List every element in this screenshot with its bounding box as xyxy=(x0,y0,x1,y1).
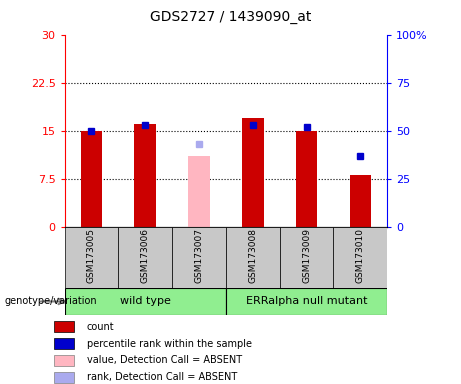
Text: wild type: wild type xyxy=(120,296,171,306)
Bar xyxy=(280,227,333,288)
Bar xyxy=(242,118,264,227)
Text: genotype/variation: genotype/variation xyxy=(5,296,97,306)
Text: percentile rank within the sample: percentile rank within the sample xyxy=(87,339,252,349)
Bar xyxy=(81,131,102,227)
Bar xyxy=(172,227,226,288)
Bar xyxy=(54,321,75,332)
Text: GSM173005: GSM173005 xyxy=(87,228,96,283)
Bar xyxy=(296,131,317,227)
Bar xyxy=(54,372,75,383)
Bar xyxy=(118,227,172,288)
Bar xyxy=(54,355,75,366)
Text: GDS2727 / 1439090_at: GDS2727 / 1439090_at xyxy=(150,10,311,23)
Bar xyxy=(188,156,210,227)
Bar xyxy=(54,338,75,349)
Bar xyxy=(349,175,371,227)
Text: GSM173006: GSM173006 xyxy=(141,228,150,283)
Text: GSM173008: GSM173008 xyxy=(248,228,257,283)
Bar xyxy=(65,288,226,315)
Text: count: count xyxy=(87,321,114,331)
Bar xyxy=(226,227,280,288)
Text: GSM173010: GSM173010 xyxy=(356,228,365,283)
Text: GSM173007: GSM173007 xyxy=(195,228,203,283)
Bar xyxy=(135,124,156,227)
Text: ERRalpha null mutant: ERRalpha null mutant xyxy=(246,296,367,306)
Bar xyxy=(226,288,387,315)
Bar xyxy=(65,227,118,288)
Text: value, Detection Call = ABSENT: value, Detection Call = ABSENT xyxy=(87,356,242,366)
Bar xyxy=(333,227,387,288)
Text: rank, Detection Call = ABSENT: rank, Detection Call = ABSENT xyxy=(87,372,237,382)
Text: GSM173009: GSM173009 xyxy=(302,228,311,283)
